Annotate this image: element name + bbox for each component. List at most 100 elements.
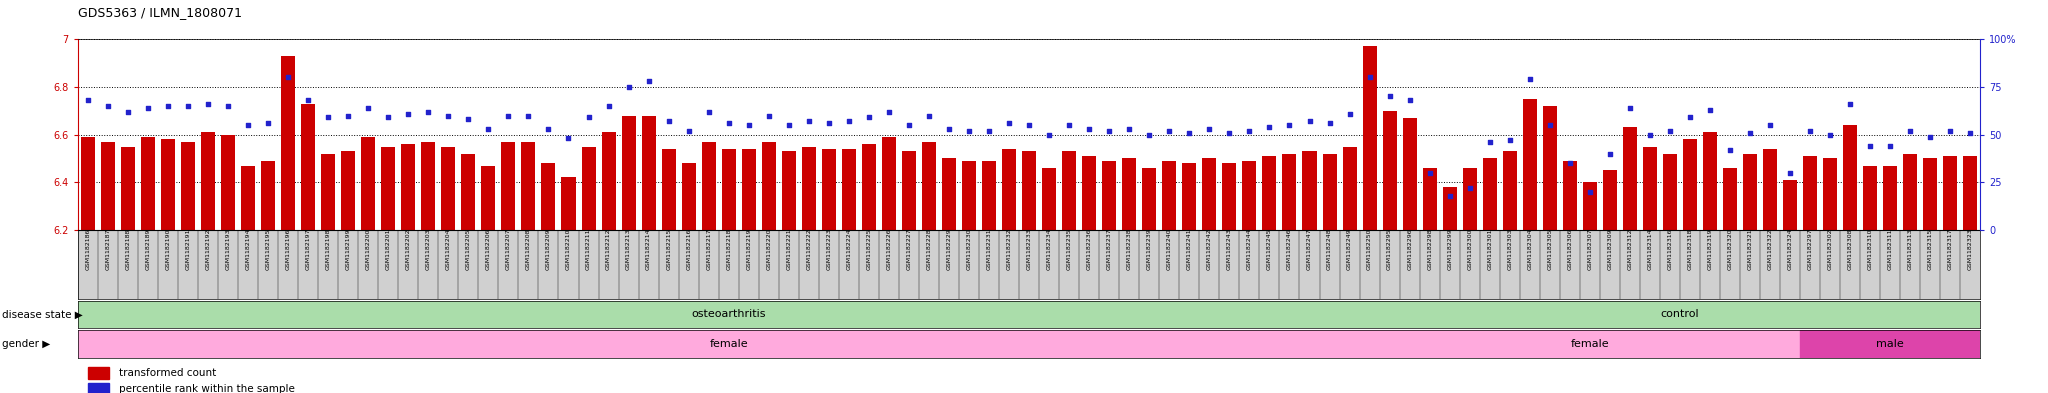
Bar: [1362, 46, 1376, 230]
Point: [272, 74, 305, 81]
Bar: [1663, 154, 1677, 230]
Bar: [1604, 170, 1618, 230]
Text: transformed count: transformed count: [119, 368, 215, 378]
Point: [612, 84, 645, 90]
Point: [932, 126, 965, 132]
Point: [1614, 105, 1647, 111]
Point: [1133, 132, 1165, 138]
Bar: [842, 149, 856, 230]
Bar: [1704, 132, 1716, 230]
Point: [412, 108, 444, 115]
Bar: [1903, 154, 1917, 230]
Point: [993, 120, 1026, 126]
Point: [913, 112, 946, 119]
Bar: [1503, 151, 1518, 230]
Bar: [901, 151, 915, 230]
Bar: [342, 151, 354, 230]
Point: [1333, 110, 1366, 117]
Point: [1274, 122, 1307, 128]
Point: [1534, 122, 1567, 128]
Point: [1374, 94, 1407, 100]
Bar: [1462, 168, 1477, 230]
Point: [1112, 126, 1145, 132]
Point: [1853, 143, 1886, 149]
Point: [733, 122, 766, 128]
Bar: [602, 132, 616, 230]
Bar: [782, 151, 797, 230]
Point: [332, 112, 365, 119]
Bar: [1122, 158, 1137, 230]
Point: [1815, 132, 1847, 138]
Bar: [221, 135, 236, 230]
Point: [291, 97, 324, 103]
Bar: [1202, 158, 1217, 230]
Point: [633, 78, 666, 84]
Bar: [1262, 156, 1276, 230]
Point: [1554, 160, 1587, 166]
Bar: [422, 142, 436, 230]
Bar: [322, 154, 336, 230]
Bar: [1884, 165, 1896, 230]
Point: [193, 101, 225, 107]
Point: [1233, 128, 1266, 134]
Point: [72, 97, 104, 103]
Bar: [821, 149, 836, 230]
Bar: [741, 149, 756, 230]
Point: [152, 103, 184, 109]
Bar: [762, 142, 776, 230]
Bar: [1042, 168, 1057, 230]
Text: GDS5363 / ILMN_1808071: GDS5363 / ILMN_1808071: [78, 6, 242, 19]
Point: [893, 122, 926, 128]
Point: [1194, 126, 1227, 132]
Point: [512, 112, 545, 119]
Point: [1694, 107, 1726, 113]
Bar: [381, 147, 395, 230]
Point: [852, 114, 885, 121]
Bar: [1823, 158, 1837, 230]
Text: osteoarthritis: osteoarthritis: [692, 309, 766, 320]
Point: [311, 114, 344, 121]
Text: male: male: [1876, 339, 1905, 349]
Point: [1094, 128, 1126, 134]
Bar: [682, 163, 696, 230]
Bar: [561, 178, 575, 230]
Bar: [1542, 106, 1556, 230]
Bar: [1802, 156, 1817, 230]
Bar: [1923, 158, 1937, 230]
Point: [1212, 130, 1245, 136]
Point: [1493, 137, 1526, 143]
Point: [752, 112, 784, 119]
Bar: [983, 161, 995, 230]
Bar: [1423, 168, 1438, 230]
Bar: [1944, 156, 1958, 230]
Bar: [1964, 156, 1978, 230]
Bar: [1784, 180, 1798, 230]
Point: [111, 108, 143, 115]
Bar: [100, 142, 115, 230]
Bar: [141, 137, 156, 230]
Point: [1454, 185, 1487, 191]
Point: [1413, 169, 1446, 176]
Point: [172, 103, 205, 109]
Bar: [242, 165, 256, 230]
Bar: [481, 165, 496, 230]
Point: [1833, 101, 1866, 107]
Bar: [1380, 330, 1800, 358]
Bar: [281, 56, 295, 230]
Point: [1673, 114, 1706, 121]
Point: [571, 114, 604, 121]
Point: [872, 108, 905, 115]
Point: [1174, 130, 1206, 136]
Point: [1573, 189, 1606, 195]
Bar: [942, 158, 956, 230]
Bar: [1323, 154, 1337, 230]
Point: [1653, 128, 1686, 134]
Bar: [963, 161, 977, 230]
Bar: [803, 147, 815, 230]
Bar: [1243, 161, 1255, 230]
Point: [831, 118, 864, 125]
Point: [92, 103, 125, 109]
Bar: [80, 137, 94, 230]
Bar: [541, 163, 555, 230]
Point: [772, 122, 805, 128]
